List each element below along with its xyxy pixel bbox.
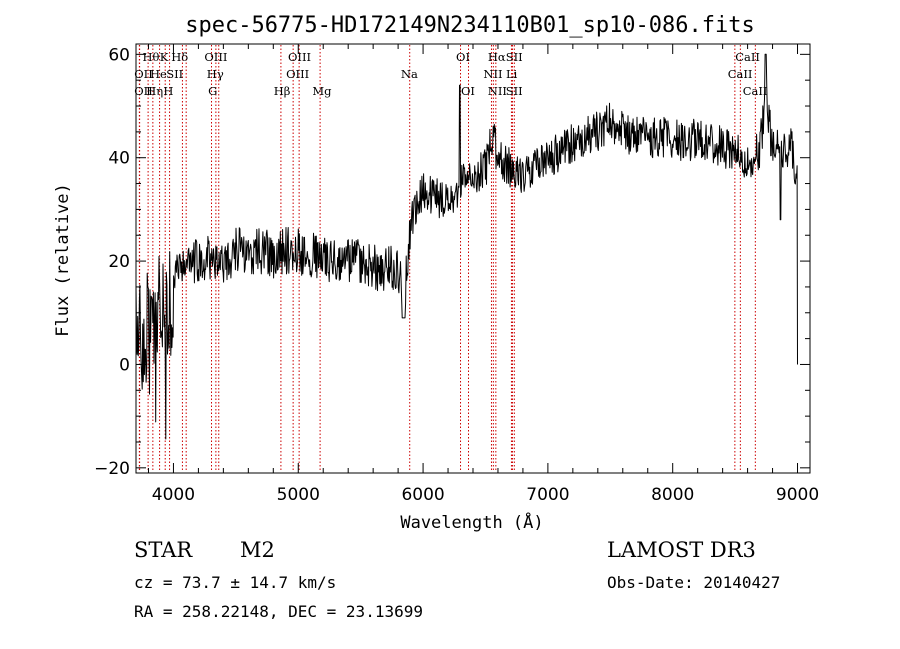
- x-tick-label: 9000: [776, 485, 819, 505]
- x-tick-label: 7000: [526, 485, 569, 505]
- spectral-line-label: SII: [506, 50, 523, 64]
- x-tick-label: 5000: [277, 485, 320, 505]
- object-class: STAR: [134, 538, 193, 562]
- y-tick-label: 60: [108, 45, 130, 65]
- x-axis-label: Wavelength (Å): [400, 511, 543, 533]
- spectral-line-label: NII: [483, 67, 502, 81]
- spectral-line-label: H: [163, 84, 173, 98]
- spectral-line-label: Hγ: [207, 67, 224, 81]
- spectral-line-label: CaII: [743, 84, 768, 98]
- observation-date: Obs-Date: 20140427: [607, 573, 781, 592]
- y-axis-label: Flux (relative): [53, 183, 73, 337]
- x-tick-label: 8000: [651, 485, 694, 505]
- spectral-line-label: Hβ: [274, 84, 291, 98]
- y-tick-label: 40: [108, 149, 130, 169]
- spectral-line-label: OIII: [286, 67, 309, 81]
- spectral-line-label: He: [150, 67, 167, 81]
- spectral-line-label: Hη: [146, 84, 163, 98]
- spectral-line-label: CaII: [728, 67, 753, 81]
- spectral-line-label: OI: [461, 84, 475, 98]
- x-tick-label: 4000: [152, 485, 195, 505]
- chart-title: spec-56775-HD172149N234110B01_sp10-086.f…: [185, 13, 755, 38]
- spectral-line-label: G: [208, 84, 217, 98]
- y-tick-label: −20: [94, 459, 130, 479]
- y-tick-label: 0: [119, 355, 130, 375]
- spectral-line-label: CaII: [735, 50, 760, 64]
- spectral-line-label: Li: [506, 67, 518, 81]
- spectrum-line: [135, 53, 798, 440]
- sky-coordinates: RA = 258.22148, DEC = 23.13699: [134, 602, 423, 621]
- spectral-line-label: OII: [134, 67, 153, 81]
- spectral-line-label: Hα: [488, 50, 506, 64]
- spectral-line-label: OII: [134, 84, 153, 98]
- x-tick-label: 6000: [401, 485, 444, 505]
- axis-ticks: 4000 5000 6000 7000 8000 9000 −20 0 20 40 60: [94, 44, 819, 505]
- spectral-line-label: NII: [488, 84, 507, 98]
- survey-name: LAMOST DR3: [607, 538, 756, 562]
- spectral-line-label: Mg: [312, 84, 332, 98]
- spectral-line-label: K: [160, 50, 169, 64]
- object-subclass: M2: [240, 538, 275, 562]
- spectral-line-label: SII: [166, 67, 183, 81]
- spectral-line-label: OIII: [288, 50, 311, 64]
- spectral-line-label: Na: [401, 67, 418, 81]
- spectral-line-label: OIII: [204, 50, 227, 64]
- spectral-line-label: SII: [506, 84, 523, 98]
- redshift-velocity: cz = 73.7 ± 14.7 km/s: [134, 573, 337, 592]
- spectral-line-label: OI: [456, 50, 470, 64]
- y-tick-label: 20: [108, 252, 130, 272]
- spectral-line-label: Hδ: [171, 50, 188, 64]
- spectral-line-label: Hθ: [143, 50, 160, 64]
